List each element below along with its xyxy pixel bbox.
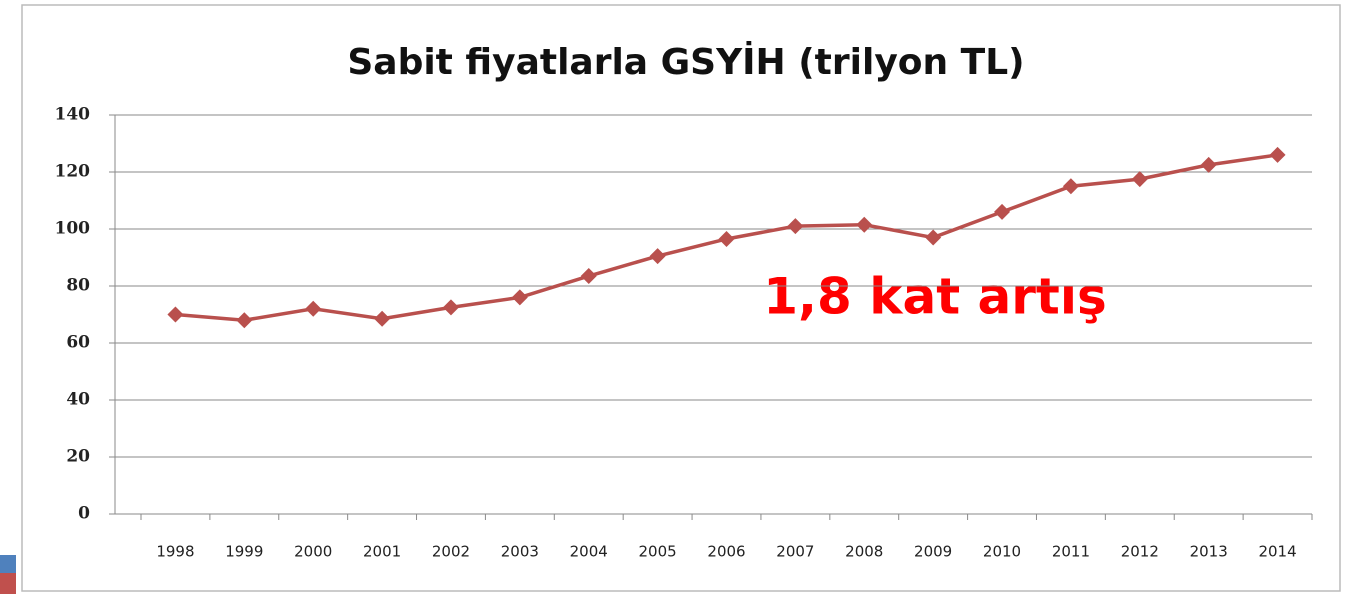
point-marker xyxy=(236,312,253,329)
y-tick-label: 40 xyxy=(66,390,90,410)
chart-frame xyxy=(21,4,1341,592)
point-marker xyxy=(374,310,391,327)
point-marker xyxy=(1200,156,1217,173)
point-marker xyxy=(994,203,1011,220)
point-marker xyxy=(1062,178,1079,195)
decoration xyxy=(0,573,16,594)
point-marker xyxy=(1269,146,1286,163)
x-tick-label: 2002 xyxy=(432,543,470,561)
x-tick-label: 2014 xyxy=(1258,543,1296,561)
x-tick-label: 2003 xyxy=(501,543,539,561)
point-marker xyxy=(718,230,735,247)
y-tick-label: 20 xyxy=(66,447,90,467)
x-tick-label: 2011 xyxy=(1052,543,1090,561)
point-marker xyxy=(511,289,528,306)
x-tick-label: 1998 xyxy=(156,543,194,561)
point-marker xyxy=(1131,171,1148,188)
y-tick-label: 100 xyxy=(55,219,91,239)
x-tick-label: 2009 xyxy=(914,543,952,561)
x-tick-label: 1999 xyxy=(225,543,263,561)
x-tick-label: 2010 xyxy=(983,543,1021,561)
x-tick-label: 2013 xyxy=(1190,543,1228,561)
x-tick-label: 2004 xyxy=(570,543,608,561)
point-marker xyxy=(787,218,804,235)
point-marker xyxy=(856,216,873,233)
x-tick-label: 2000 xyxy=(294,543,332,561)
point-marker xyxy=(305,300,322,317)
x-tick-label: 2005 xyxy=(639,543,677,561)
x-tick-label: 2007 xyxy=(776,543,814,561)
annotation: 1,8 kat artış xyxy=(763,268,1106,326)
y-tick-label: 140 xyxy=(55,105,91,125)
point-marker xyxy=(925,229,942,246)
decoration xyxy=(0,555,16,573)
x-tick-label: 2008 xyxy=(845,543,883,561)
x-tick-label: 2006 xyxy=(707,543,745,561)
point-marker xyxy=(167,306,184,323)
chart-title: Sabit fiyatlarla GSYİH (trilyon TL) xyxy=(347,41,1024,83)
y-tick-label: 120 xyxy=(55,162,91,182)
y-tick-label: 60 xyxy=(66,333,90,353)
x-tick-label: 2012 xyxy=(1121,543,1159,561)
x-tick-label: 2001 xyxy=(363,543,401,561)
point-marker xyxy=(442,299,459,316)
y-tick-label: 0 xyxy=(78,504,90,524)
point-marker xyxy=(580,268,597,285)
y-tick-label: 80 xyxy=(66,276,90,296)
point-marker xyxy=(649,248,666,265)
